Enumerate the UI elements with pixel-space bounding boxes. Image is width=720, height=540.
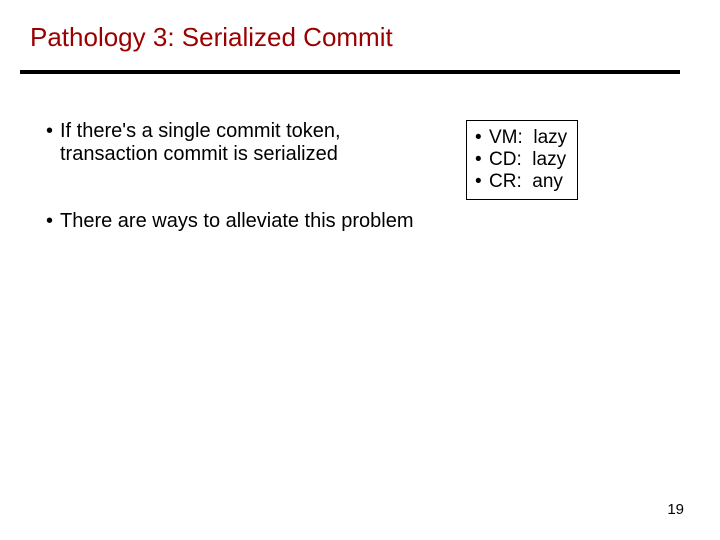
bullet-dot: •: [475, 171, 489, 193]
spec-label: CD:: [489, 149, 522, 171]
page-number-text: 19: [667, 501, 684, 518]
spec-label: CR:: [489, 171, 522, 193]
spec-gap: [522, 149, 533, 171]
main-bullet-line1: • If there's a single commit token,: [46, 120, 406, 143]
body-row: • If there's a single commit token, tran…: [46, 120, 666, 200]
main-bullet-line2: transaction commit is serialized: [46, 143, 406, 166]
main-text-line1: If there's a single commit token,: [60, 120, 341, 143]
bullet-dot: •: [46, 210, 60, 233]
spec-value: lazy: [532, 149, 566, 171]
slide-title: Pathology 3: Serialized Commit: [30, 22, 393, 53]
spec-row-2: • CR: any: [475, 171, 567, 193]
spec-value: any: [532, 171, 563, 193]
title-text: Pathology 3: Serialized Commit: [30, 22, 393, 52]
second-text: There are ways to alleviate this problem: [60, 210, 414, 233]
spec-box: • VM: lazy • CD: lazy • CR: any: [466, 120, 578, 200]
slide: Pathology 3: Serialized Commit • If ther…: [0, 0, 720, 540]
bullet-dot: •: [475, 127, 489, 149]
spec-gap: [523, 127, 534, 149]
spec-label: VM:: [489, 127, 523, 149]
page-number: 19: [667, 501, 684, 518]
main-text-line2: transaction commit is serialized: [60, 143, 338, 165]
spec-row-1: • CD: lazy: [475, 149, 567, 171]
spec-gap: [522, 171, 533, 193]
main-bullet: • If there's a single commit token, tran…: [46, 120, 406, 166]
spec-value: lazy: [533, 127, 567, 149]
second-bullet: • There are ways to alleviate this probl…: [46, 210, 414, 233]
bullet-dot: •: [46, 120, 60, 143]
title-rule: [20, 70, 680, 74]
spec-row-0: • VM: lazy: [475, 127, 567, 149]
bullet-dot: •: [475, 149, 489, 171]
